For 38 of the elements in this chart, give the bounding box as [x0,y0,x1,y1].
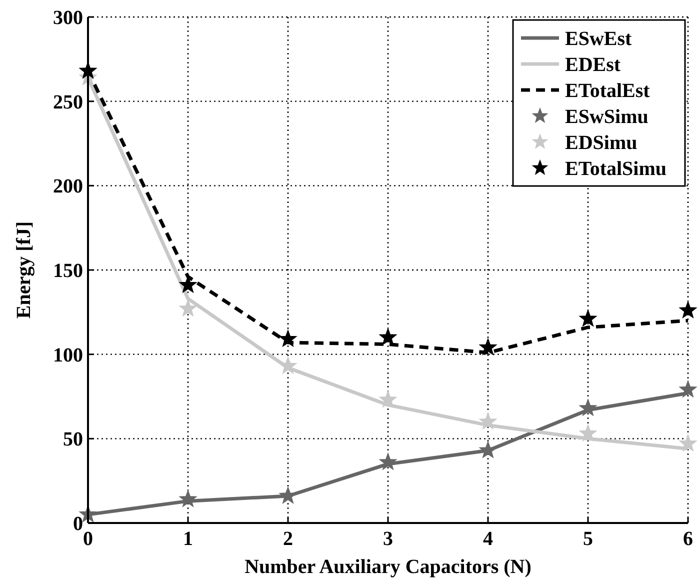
x-tick-label: 3 [383,528,393,550]
y-axis-title: Energy [fJ] [13,221,35,319]
point [180,276,196,292]
y-tick-label: 50 [63,428,83,451]
point [480,442,496,458]
y-tick-label: 150 [53,260,83,282]
x-tick-label: 2 [283,528,293,550]
legend-label: ESwSimu [565,106,648,128]
point [380,328,396,345]
y-tick-label: 100 [53,344,83,366]
y-tick-label: 0 [73,513,83,535]
legend-label: EDEst [565,54,621,76]
y-tick-label: 250 [53,91,83,114]
point [680,434,696,452]
legend-label: EDSimu [565,132,638,154]
point [180,490,196,507]
point [580,424,596,441]
x-tick-label: 4 [483,528,493,550]
point [380,453,396,470]
point [380,390,396,408]
x-tick-label: 5 [583,528,593,550]
legend-label: ESwEst [565,28,632,50]
legend-label: ETotalSimu [565,158,667,180]
x-tick-label: 1 [183,528,193,550]
point [280,330,296,346]
point [180,300,196,316]
point [680,380,696,398]
point [480,338,496,355]
x-axis-title: Number Auxiliary Capacitors (N) [244,556,532,578]
point [580,399,596,416]
x-tick-label: 6 [683,528,693,550]
y-tick-label: 300 [53,7,83,29]
legend-label: ETotalEst [565,80,650,102]
point [480,412,496,430]
y-tick-label: 200 [53,176,83,198]
point [280,357,296,374]
point [580,310,596,326]
point [680,302,696,318]
